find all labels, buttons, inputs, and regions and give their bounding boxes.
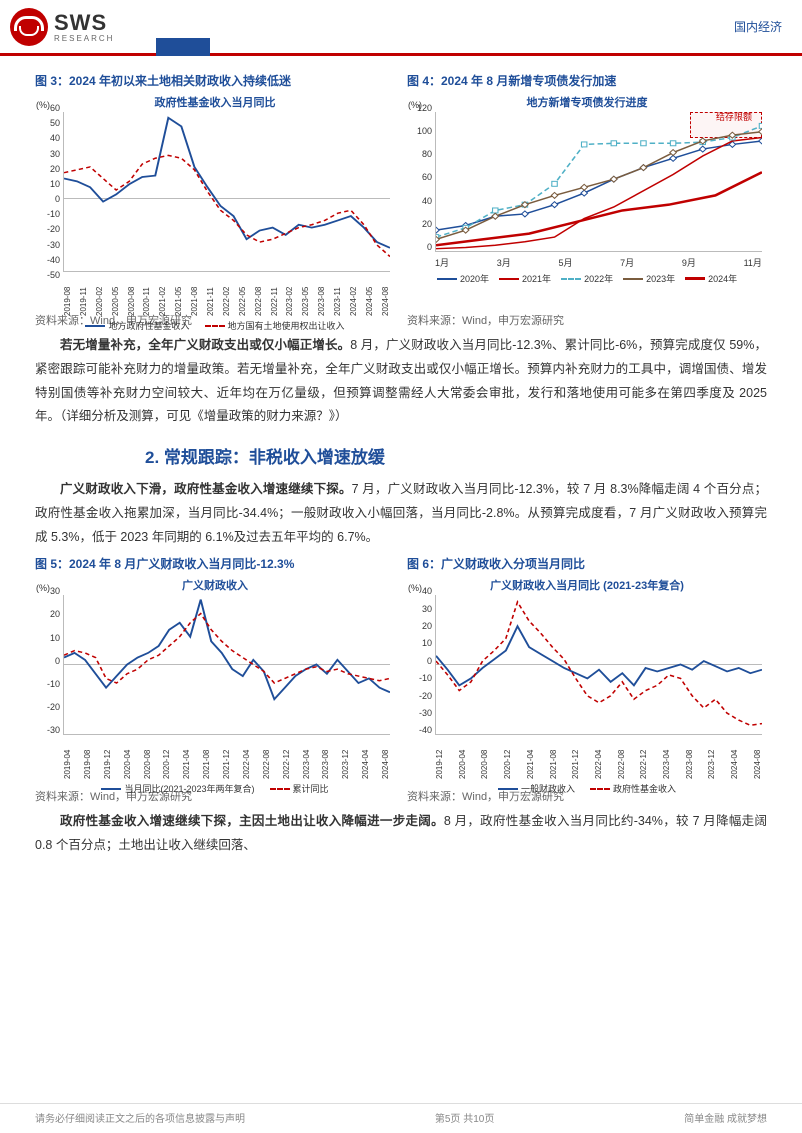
chart-5-frame: (%) 3020100-10-20-30	[63, 595, 390, 735]
chart-3-svg	[64, 112, 390, 271]
chart-4: 图 4：2024 年 8 月新增专项债发行加速 地方新增专项债发行进度 (%) …	[407, 72, 767, 328]
para1-bold: 若无增量补充，全年广义财政支出或仅小幅正增长。	[60, 338, 350, 352]
brand-sub: RESEARCH	[54, 34, 114, 43]
chart-4-svg	[436, 112, 762, 251]
para2-bold: 广义财政收入下滑，政府性基金收入增速继续下探。	[60, 482, 352, 496]
chart-3-box: 政府性基金收入当月同比 (%) 6050403020100-10-20-30-4…	[35, 94, 395, 309]
header-accent	[156, 38, 210, 56]
chart-4-source: 资料来源：Wind，申万宏源研究	[407, 312, 767, 328]
chart-4-xaxis: 1月3月5月7月9月11月	[435, 256, 762, 269]
chart-5-legend-2: 累计同比	[293, 782, 329, 795]
footer-page: 第5页 共10页	[435, 1110, 494, 1125]
chart-6-svg	[436, 595, 762, 734]
logo-icon	[10, 8, 48, 46]
page-content: 图 3：2024 年初以来土地相关财政收入持续低迷 政府性基金收入当月同比 (%…	[0, 56, 802, 858]
paragraph-1: 若无增量补充，全年广义财政支出或仅小幅正增长。8 月，广义财政收入当月同比-12…	[35, 334, 767, 429]
chart-3-yaxis: 6050403020100-10-20-30-40-50	[36, 104, 60, 280]
chart-6-box: 广义财政收入当月同比 (2021-23年复合) (%) 403020100-10…	[407, 577, 767, 785]
section-2-title: 2. 常规跟踪：非税收入增速放缓	[35, 443, 767, 468]
chart-4-frame: (%) 结存限额 120100806040200	[435, 112, 762, 252]
chart-6-xaxis: 2019-122020-042020-082020-122021-042021-…	[435, 737, 762, 779]
chart-6-legend-1: 一般财政收入	[521, 782, 575, 795]
footer-disclaimer: 请务必仔细阅读正文之后的各项信息披露与声明	[35, 1110, 245, 1125]
chart-3-subtitle: 政府性基金收入当月同比	[35, 94, 395, 110]
chart-6-yaxis: 403020100-10-20-30-40	[408, 587, 432, 735]
chart-5-xaxis: 2019-042019-082019-122020-042020-082020-…	[63, 737, 390, 779]
chart-row-2: 图 5：2024 年 8 月广义财政收入当月同比-12.3% 广义财政收入 (%…	[35, 555, 767, 804]
chart-3: 图 3：2024 年初以来土地相关财政收入持续低迷 政府性基金收入当月同比 (%…	[35, 72, 395, 328]
chart-3-legend: 地方政府性基金收入 地方国有土地使用权出让收入	[35, 319, 395, 332]
chart-6-title: 图 6：广义财政收入分项当月同比	[407, 555, 767, 572]
chart-6-legend-2: 政府性基金收入	[613, 782, 676, 795]
chart-5-subtitle: 广义财政收入	[35, 577, 395, 593]
chart-5-svg	[64, 595, 390, 734]
header-category: 国内经济	[734, 18, 782, 35]
chart-4-legend: 2020年2021年2022年2023年2024年	[427, 272, 767, 285]
chart-4-subtitle: 地方新增专项债发行进度	[407, 94, 767, 110]
chart-4-yaxis: 120100806040200	[408, 104, 432, 252]
paragraph-3: 政府性基金收入增速继续下探，主因土地出让收入降幅进一步走阔。8 月，政府性基金收…	[35, 810, 767, 858]
chart-4-title: 图 4：2024 年 8 月新增专项债发行加速	[407, 72, 767, 89]
chart-row-1: 图 3：2024 年初以来土地相关财政收入持续低迷 政府性基金收入当月同比 (%…	[35, 72, 767, 328]
page-footer: 请务必仔细阅读正文之后的各项信息披露与声明 第5页 共10页 简单金融 成就梦想	[0, 1103, 802, 1125]
chart-6-frame: (%) 403020100-10-20-30-40	[435, 595, 762, 735]
para3-bold: 政府性基金收入增速继续下探，主因土地出让收入降幅进一步走阔。	[60, 814, 444, 828]
chart-3-frame: (%) 6050403020100-10-20-30-40-50	[63, 112, 390, 272]
chart-3-xaxis: 2019-082019-112020-022020-052020-082020-…	[63, 274, 390, 316]
chart-5-yaxis: 3020100-10-20-30	[36, 587, 60, 735]
chart-3-legend-1: 地方政府性基金收入	[108, 319, 189, 332]
chart-6-legend: 一般财政收入 政府性基金收入	[407, 782, 767, 795]
chart-6-subtitle: 广义财政收入当月同比 (2021-23年复合)	[407, 577, 767, 593]
chart-3-legend-2: 地方国有土地使用权出让收入	[228, 319, 345, 332]
chart-5-legend-1: 当月同比(2021-2023年两年复合)	[124, 782, 254, 795]
chart-5-title: 图 5：2024 年 8 月广义财政收入当月同比-12.3%	[35, 555, 395, 572]
chart-6: 图 6：广义财政收入分项当月同比 广义财政收入当月同比 (2021-23年复合)…	[407, 555, 767, 804]
chart-3-title: 图 3：2024 年初以来土地相关财政收入持续低迷	[35, 72, 395, 89]
page-header: SWS RESEARCH 国内经济	[0, 0, 802, 56]
logo-block: SWS RESEARCH	[10, 8, 114, 46]
chart-5: 图 5：2024 年 8 月广义财政收入当月同比-12.3% 广义财政收入 (%…	[35, 555, 395, 804]
footer-slogan: 简单金融 成就梦想	[684, 1110, 767, 1125]
chart-4-box: 地方新增专项债发行进度 (%) 结存限额 120100806040200 1月3…	[407, 94, 767, 309]
chart-5-legend: 当月同比(2021-2023年两年复合) 累计同比	[35, 782, 395, 795]
chart-5-box: 广义财政收入 (%) 3020100-10-20-30 2019-042019-…	[35, 577, 395, 785]
brand-name: SWS	[54, 10, 114, 36]
paragraph-2: 广义财政收入下滑，政府性基金收入增速继续下探。7 月，广义财政收入当月同比-12…	[35, 478, 767, 549]
